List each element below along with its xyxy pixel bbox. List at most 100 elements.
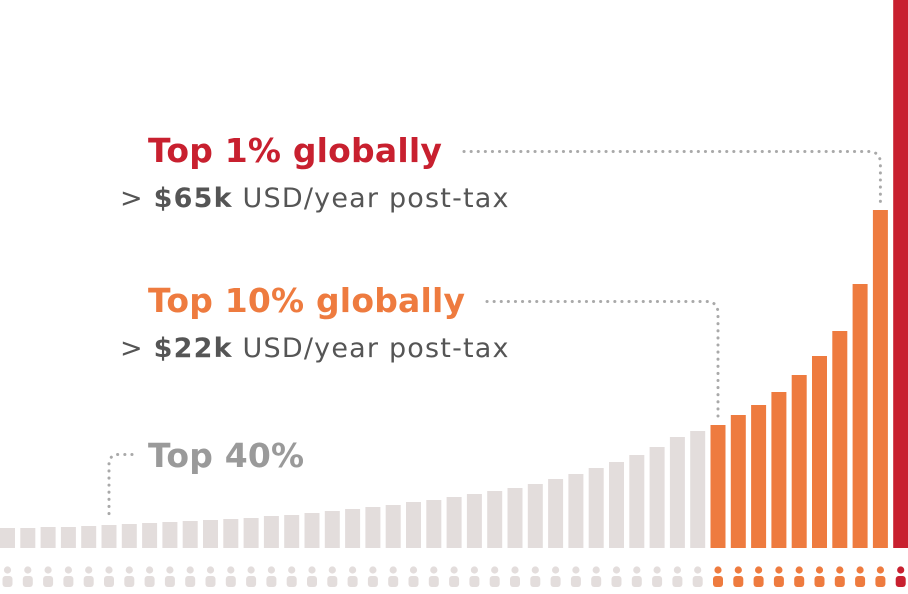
person-body-icon: [510, 576, 520, 587]
person-head-icon: [186, 566, 194, 574]
person-body-icon: [814, 576, 825, 587]
bar-base: [0, 528, 15, 548]
bar-base: [142, 523, 158, 548]
bar-base: [609, 462, 624, 548]
top1-prefix: >: [120, 183, 144, 214]
person-head-icon: [105, 566, 113, 574]
bar-base: [629, 455, 645, 548]
people-icons-row: [2, 566, 906, 587]
bar-top10: [710, 425, 726, 548]
person-body-icon: [834, 576, 845, 587]
person-body-icon: [875, 576, 886, 587]
person-body-icon: [794, 576, 805, 587]
person-body-icon: [692, 576, 703, 587]
person-body-icon: [104, 576, 114, 587]
person-head-icon: [267, 566, 275, 574]
person-head-icon: [389, 566, 397, 574]
bar-base: [527, 484, 543, 548]
person-body-icon: [550, 576, 561, 587]
person-head-icon: [511, 566, 519, 574]
person-body-icon: [672, 576, 683, 587]
bar-top10: [791, 375, 807, 548]
top10-connector-line: [485, 300, 720, 421]
bar-base: [385, 505, 401, 548]
person-body-icon: [164, 576, 175, 587]
person-head-icon: [85, 566, 93, 574]
person-head-icon: [288, 566, 296, 574]
bar-base: [548, 479, 564, 548]
top10-title: Top 10% globally: [148, 281, 466, 320]
top10-prefix: >: [120, 333, 144, 364]
person-body-icon: [2, 576, 13, 587]
person-body-icon: [185, 576, 196, 587]
bar-top1: [893, 0, 908, 548]
bar-base: [568, 474, 584, 548]
bar-base: [690, 431, 706, 548]
person-head-icon: [775, 566, 783, 574]
person-head-icon: [206, 566, 215, 574]
bar-base: [446, 497, 462, 548]
bar-base: [40, 527, 56, 548]
person-body-icon: [489, 576, 500, 587]
person-head-icon: [328, 566, 336, 574]
bar-base: [324, 511, 340, 548]
top10-suffix: USD/year post-tax: [242, 333, 510, 364]
person-body-icon: [205, 576, 216, 587]
person-head-icon: [227, 566, 235, 574]
person-body-icon: [408, 576, 419, 587]
person-body-icon: [225, 576, 236, 587]
person-body-icon: [469, 576, 480, 587]
bars-group: [0, 0, 908, 548]
person-head-icon: [450, 566, 458, 574]
person-head-icon: [856, 566, 864, 574]
bar-base: [81, 526, 97, 548]
person-body-icon: [43, 576, 54, 587]
bar-top10: [751, 405, 767, 548]
person-head-icon: [470, 566, 478, 574]
person-head-icon: [836, 566, 844, 574]
person-head-icon: [24, 566, 32, 574]
person-head-icon: [125, 566, 133, 574]
bar-base: [466, 494, 482, 548]
top10-subtitle: > $22k USD/year post-tax: [120, 333, 510, 364]
person-head-icon: [673, 566, 682, 574]
person-head-icon: [897, 566, 905, 574]
person-body-icon: [591, 576, 602, 587]
person-body-icon: [307, 576, 317, 587]
person-head-icon: [430, 566, 438, 574]
bar-base: [365, 507, 381, 548]
person-head-icon: [44, 566, 52, 574]
person-head-icon: [247, 566, 255, 574]
bar-top10: [872, 210, 888, 548]
top1-suffix: USD/year post-tax: [242, 183, 510, 214]
bar-base: [223, 519, 239, 548]
top1-title: Top 1% globally: [148, 131, 443, 170]
bar-top10: [832, 331, 848, 548]
person-head-icon: [3, 566, 12, 574]
person-head-icon: [308, 566, 316, 574]
person-body-icon: [124, 576, 135, 587]
bar-base: [263, 516, 279, 548]
person-body-icon: [773, 576, 784, 587]
bar-base: [203, 520, 218, 548]
person-body-icon: [733, 576, 744, 587]
person-body-icon: [367, 576, 378, 587]
person-head-icon: [755, 566, 763, 574]
person-body-icon: [652, 576, 663, 587]
person-head-icon: [166, 566, 174, 574]
bar-base: [487, 491, 503, 548]
person-head-icon: [409, 566, 418, 574]
top40-title: Top 40%: [148, 436, 305, 475]
person-head-icon: [876, 566, 885, 574]
person-body-icon: [713, 576, 723, 587]
person-body-icon: [855, 576, 866, 587]
person-head-icon: [633, 566, 641, 574]
person-body-icon: [266, 576, 277, 587]
bar-base: [304, 513, 320, 548]
person-head-icon: [714, 566, 722, 574]
bar-base: [669, 437, 685, 548]
bar-base: [182, 521, 198, 548]
bar-base: [406, 502, 421, 548]
